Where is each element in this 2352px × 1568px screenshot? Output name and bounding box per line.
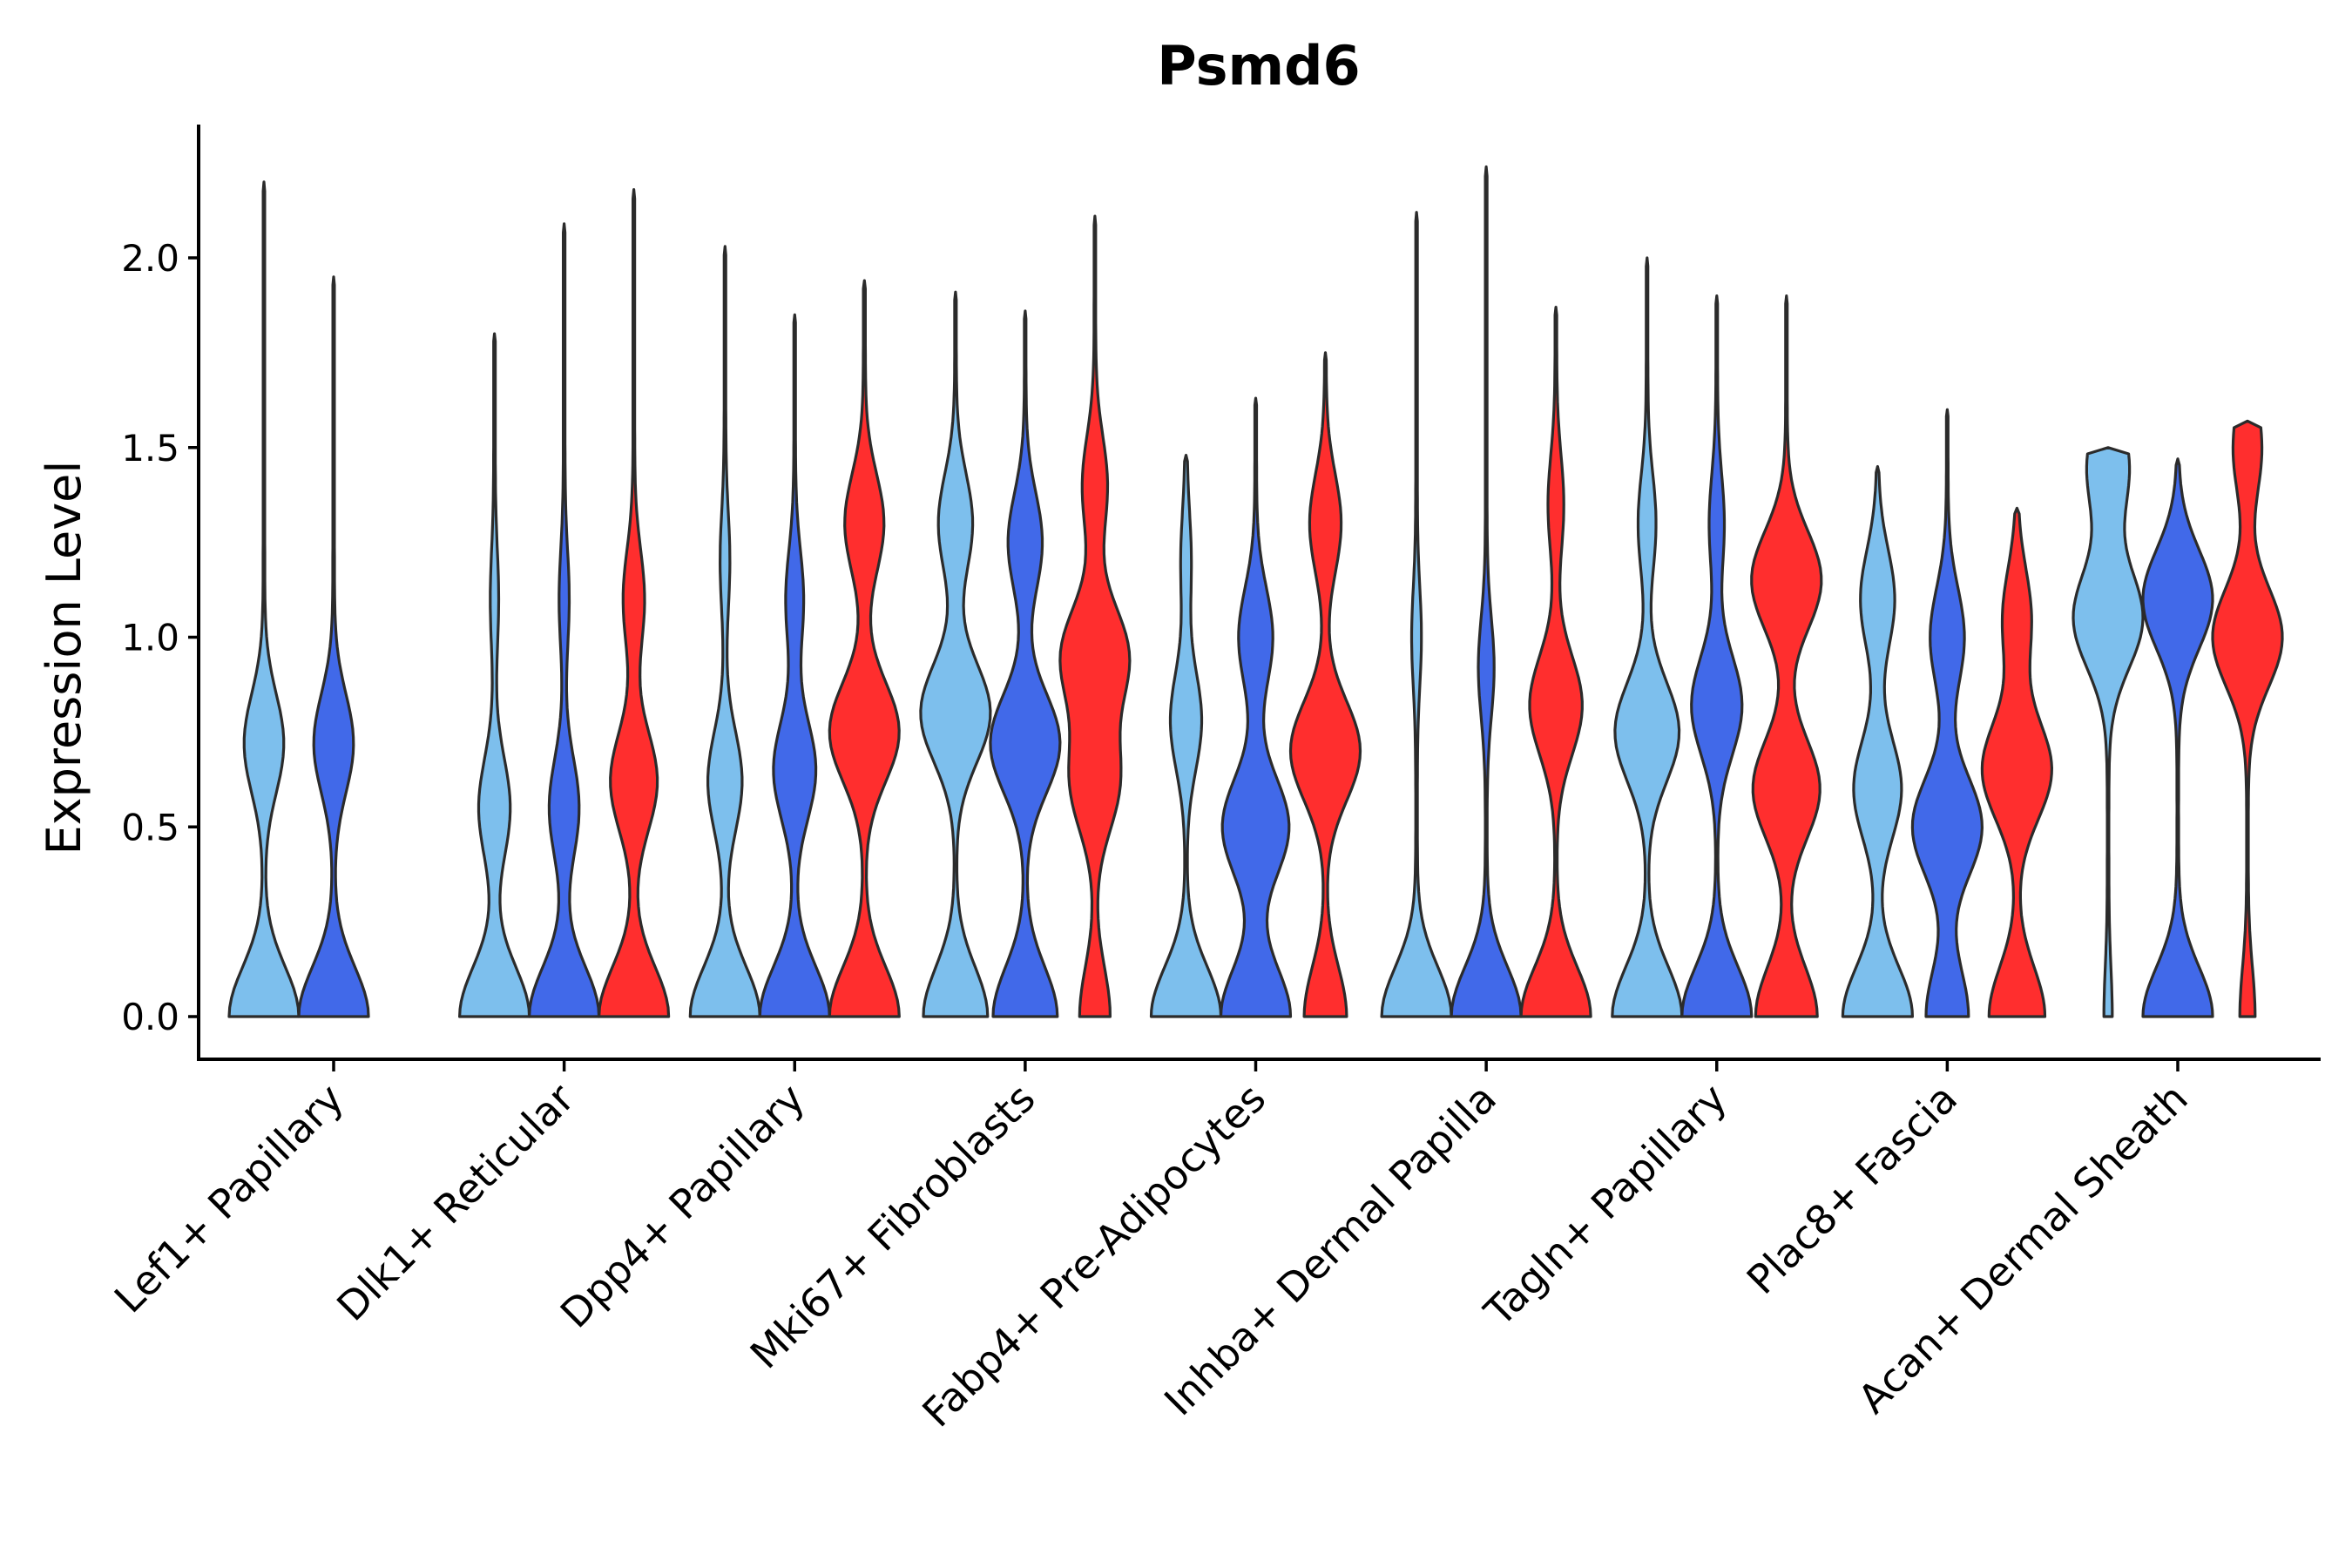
violin-7-1: [1910, 408, 1984, 1018]
x-tick-label: Plac8+ Fascia: [1738, 1075, 1966, 1303]
y-axis-label: Expression Level: [37, 461, 91, 855]
violin-4-2: [1288, 351, 1362, 1018]
violin-3-1: [989, 309, 1062, 1018]
x-tick-label: Lef1+ Papillary: [105, 1075, 353, 1322]
violin-1-2: [598, 188, 671, 1018]
violin-3-0: [919, 290, 992, 1018]
x-tick-label: Dpp4+ Papillary: [551, 1075, 814, 1337]
violin-0-0: [227, 180, 301, 1018]
violin-3-2: [1058, 214, 1132, 1018]
violin-7-0: [1841, 464, 1914, 1018]
violin-8-2: [2211, 419, 2284, 1018]
violin-1-1: [528, 222, 601, 1018]
y-tick-label: 1.0: [121, 617, 179, 659]
violin-1-0: [458, 332, 531, 1018]
violin-0-1: [297, 275, 370, 1018]
violin-8-0: [2072, 446, 2145, 1018]
violin-5-0: [1380, 211, 1453, 1018]
x-tick-label: Tagln+ Papillary: [1475, 1075, 1736, 1336]
violin-4-1: [1219, 396, 1293, 1018]
violin-2-0: [688, 245, 761, 1018]
y-ticks-group: 0.0 0.5 1.0 1.5 2.0: [121, 237, 199, 1038]
y-tick-label: 0.0: [121, 996, 179, 1038]
violin-6-0: [1611, 256, 1684, 1018]
y-tick-label: 1.5: [121, 427, 179, 470]
violin-2-1: [758, 313, 831, 1018]
violins-group: [227, 165, 2284, 1018]
y-tick-label: 0.5: [121, 806, 179, 848]
y-tick-label: 2.0: [121, 237, 179, 280]
violin-7-2: [1980, 506, 2053, 1018]
violin-6-2: [1750, 294, 1823, 1018]
violin-5-1: [1450, 165, 1523, 1018]
violin-6-1: [1680, 294, 1754, 1018]
violin-4-0: [1149, 453, 1223, 1018]
x-tick-label: Dlk1+ Reticular: [328, 1075, 583, 1330]
violin-5-2: [1519, 306, 1592, 1018]
chart-title: Psmd6: [1157, 34, 1360, 98]
violin-8-1: [2141, 457, 2214, 1018]
violin-2-2: [828, 279, 901, 1018]
